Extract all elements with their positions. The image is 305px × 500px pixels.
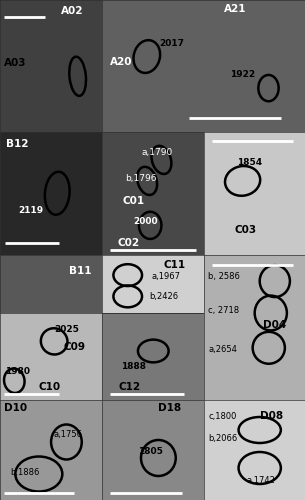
Text: A02: A02 <box>61 6 84 16</box>
Text: 1980: 1980 <box>5 368 30 376</box>
Text: b,2426: b,2426 <box>149 292 178 301</box>
Text: a,1790: a,1790 <box>141 148 172 157</box>
Text: 2119: 2119 <box>18 206 44 215</box>
Text: a,1756: a,1756 <box>53 430 82 440</box>
Text: D10: D10 <box>4 403 27 413</box>
Text: 2000: 2000 <box>133 217 157 226</box>
Text: D03: D03 <box>210 266 234 276</box>
Text: a,1967: a,1967 <box>151 272 180 281</box>
Text: C09: C09 <box>63 342 85 352</box>
Text: C01: C01 <box>123 196 145 205</box>
Text: b,2066: b,2066 <box>208 434 238 442</box>
Text: b,1796: b,1796 <box>125 174 156 183</box>
Text: C02: C02 <box>117 238 140 248</box>
Text: 2017: 2017 <box>159 39 184 48</box>
Text: C10: C10 <box>39 382 61 392</box>
Text: D18: D18 <box>158 403 181 413</box>
Text: C12: C12 <box>119 382 141 392</box>
Text: D04: D04 <box>263 320 286 330</box>
Text: c,1800: c,1800 <box>208 412 237 420</box>
Text: A20: A20 <box>110 57 133 67</box>
Text: A21: A21 <box>224 4 246 14</box>
Text: 1922: 1922 <box>230 70 255 80</box>
Text: C11: C11 <box>163 260 186 270</box>
Text: 2025: 2025 <box>54 326 79 334</box>
Text: a,2654: a,2654 <box>208 345 237 354</box>
Text: B11: B11 <box>70 266 92 276</box>
Text: C03: C03 <box>235 226 257 235</box>
Text: 1805: 1805 <box>138 448 163 456</box>
Text: a,1742: a,1742 <box>247 476 275 484</box>
Text: b, 2586: b, 2586 <box>208 272 240 281</box>
Text: c, 2718: c, 2718 <box>208 306 239 314</box>
Text: 1854: 1854 <box>237 158 262 167</box>
Text: b,1886: b,1886 <box>10 468 40 476</box>
Text: A03: A03 <box>4 58 27 68</box>
Text: 1888: 1888 <box>120 362 145 371</box>
Text: D08: D08 <box>260 411 283 421</box>
Text: B12: B12 <box>6 139 29 149</box>
